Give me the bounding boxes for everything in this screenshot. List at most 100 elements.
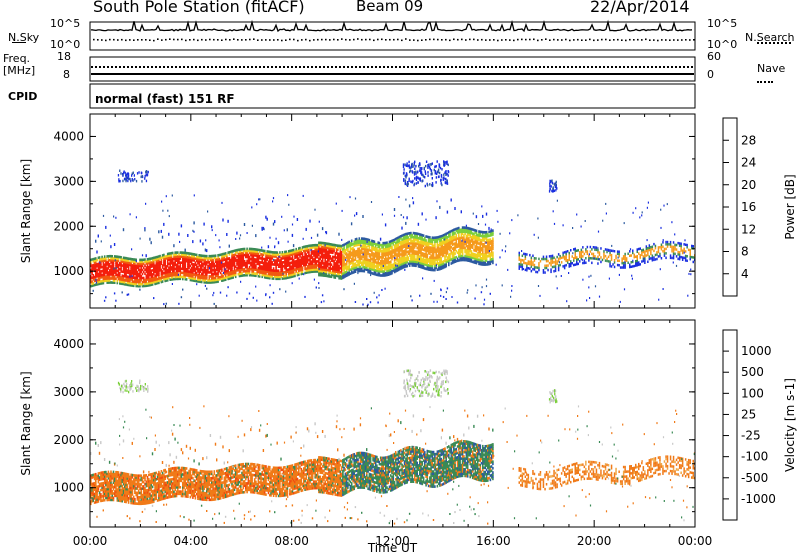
data-cell xyxy=(248,251,251,255)
data-cell xyxy=(388,240,391,244)
data-cell xyxy=(545,264,548,267)
data-cell xyxy=(489,234,492,237)
data-cell xyxy=(329,249,332,252)
data-cell xyxy=(550,270,552,274)
data-cell xyxy=(559,263,561,267)
data-cell xyxy=(337,266,339,270)
data-cell xyxy=(391,239,393,243)
data-cell xyxy=(266,274,269,278)
data-cell xyxy=(166,256,169,260)
data-cell xyxy=(174,277,176,281)
data-cell xyxy=(412,254,415,257)
data-cell xyxy=(189,274,192,278)
data-cell xyxy=(173,271,175,275)
data-cell xyxy=(542,271,545,274)
noise-search-dot xyxy=(217,39,219,41)
data-cell xyxy=(247,271,250,275)
data-cell xyxy=(168,274,170,278)
data-cell xyxy=(222,277,224,280)
data-cell xyxy=(560,256,563,260)
data-cell xyxy=(149,277,151,281)
data-cell xyxy=(151,277,154,280)
data-cell xyxy=(463,228,465,231)
data-cell xyxy=(285,270,287,274)
data-cell xyxy=(361,247,363,250)
data-cell xyxy=(478,246,480,249)
data-cell xyxy=(318,269,320,273)
data-cell xyxy=(390,252,392,255)
data-cell xyxy=(272,263,275,266)
data-cell xyxy=(342,244,344,247)
data-cell xyxy=(374,269,377,272)
data-cell xyxy=(333,270,335,273)
data-cell xyxy=(364,262,367,265)
data-cell xyxy=(208,263,211,266)
data-cell xyxy=(212,268,214,272)
data-cell xyxy=(648,244,651,247)
data-cell xyxy=(229,250,232,254)
data-cell xyxy=(300,260,303,264)
data-cell xyxy=(377,251,379,255)
data-cell xyxy=(179,265,182,268)
data-cell xyxy=(413,182,416,186)
noise-search-dot xyxy=(125,39,127,42)
data-cell xyxy=(466,247,469,250)
data-cell xyxy=(311,264,314,267)
data-cell xyxy=(292,250,295,254)
data-cell xyxy=(313,250,315,253)
data-cell xyxy=(438,163,441,167)
data-cell xyxy=(449,252,451,256)
data-cell xyxy=(233,267,236,271)
data-cell xyxy=(449,244,451,248)
data-cell xyxy=(423,166,425,170)
data-cell xyxy=(125,279,127,282)
data-cell xyxy=(203,254,205,258)
data-cell xyxy=(435,216,437,220)
data-cell xyxy=(113,267,116,270)
data-cell xyxy=(456,259,459,263)
data-cell xyxy=(585,257,587,260)
data-cell xyxy=(644,250,646,253)
data-cell xyxy=(329,243,332,246)
data-cell xyxy=(424,238,426,242)
data-cell xyxy=(384,261,387,265)
data-cell xyxy=(352,251,354,254)
data-cell xyxy=(425,251,427,254)
data-cell xyxy=(311,266,314,269)
data-cell xyxy=(449,258,451,262)
data-cell xyxy=(479,246,482,250)
noise-search-dot xyxy=(673,39,675,41)
data-cell xyxy=(424,248,426,252)
data-cell xyxy=(358,237,361,240)
noise-search-dot xyxy=(581,39,583,41)
data-cell xyxy=(141,175,143,178)
data-cell xyxy=(402,241,405,245)
data-cell xyxy=(269,254,271,258)
data-cell xyxy=(110,273,112,276)
data-cell xyxy=(107,255,110,258)
data-cell xyxy=(406,264,408,268)
data-cell xyxy=(206,249,208,253)
data-cell xyxy=(136,264,139,268)
data-cell xyxy=(305,259,308,262)
data-cell xyxy=(381,254,383,257)
data-cell xyxy=(125,263,127,266)
data-cell xyxy=(135,278,137,282)
data-cell xyxy=(451,251,454,255)
data-cell xyxy=(644,257,646,260)
data-cell xyxy=(182,277,184,281)
data-cell xyxy=(184,251,187,255)
data-cell xyxy=(195,255,198,259)
data-cell xyxy=(324,272,326,275)
data-cell xyxy=(211,267,213,270)
data-cell xyxy=(221,255,223,258)
data-cell xyxy=(243,270,246,273)
data-cell xyxy=(378,245,381,249)
data-cell xyxy=(148,273,150,277)
data-cell xyxy=(164,271,166,275)
data-cell xyxy=(156,259,159,263)
noise-search-dot xyxy=(517,38,519,41)
data-cell xyxy=(262,263,265,267)
data-cell xyxy=(357,249,359,253)
data-cell xyxy=(465,230,468,234)
